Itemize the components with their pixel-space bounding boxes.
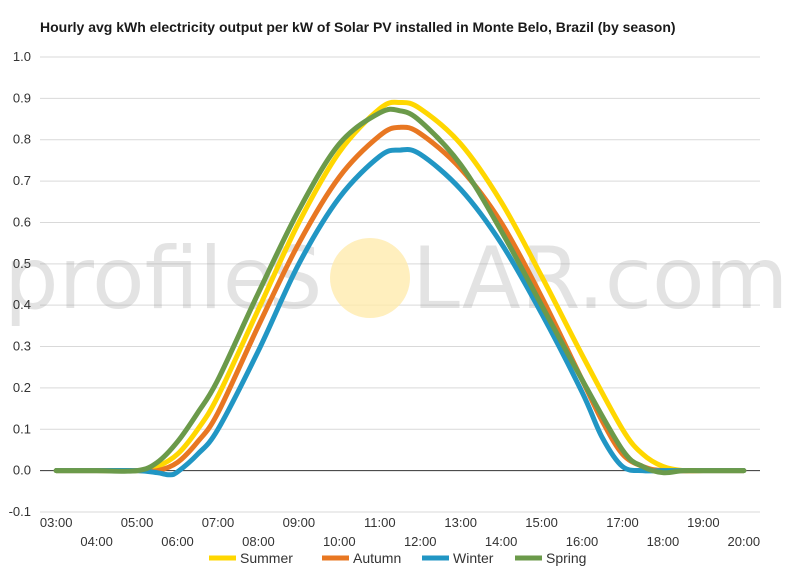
y-tick-label: 0.2 xyxy=(13,380,31,395)
x-tick-label: 12:00 xyxy=(404,534,437,549)
y-tick-label: 0.4 xyxy=(13,297,31,312)
x-tick-label: 05:00 xyxy=(121,515,154,530)
y-tick-label: 0.0 xyxy=(13,463,31,478)
series-line-winter xyxy=(53,146,747,478)
series-line-summer xyxy=(53,99,747,474)
x-tick-label: 13:00 xyxy=(444,515,477,530)
series xyxy=(53,99,747,478)
y-tick-label: 0.1 xyxy=(13,421,31,436)
y-tick-label: 0.6 xyxy=(13,214,31,229)
y-tick-label: 0.5 xyxy=(13,256,31,271)
watermark-text-prefix: profile xyxy=(4,229,276,329)
x-tick-label: 17:00 xyxy=(606,515,639,530)
x-tick-label: 16:00 xyxy=(566,534,599,549)
x-tick-label: 08:00 xyxy=(242,534,275,549)
x-tick-label: 04:00 xyxy=(80,534,113,549)
x-tick-label: 19:00 xyxy=(687,515,720,530)
y-tick-label: 0.3 xyxy=(13,339,31,354)
y-tick-label: 0.8 xyxy=(13,132,31,147)
series-line-spring xyxy=(53,106,747,476)
x-tick-label: 09:00 xyxy=(283,515,316,530)
y-tick-label: -0.1 xyxy=(9,504,31,519)
y-tick-label: 0.9 xyxy=(13,90,31,105)
x-tick-label: 07:00 xyxy=(202,515,235,530)
chart-title: Hourly avg kWh electricity output per kW… xyxy=(40,19,676,35)
y-tick-label: 1.0 xyxy=(13,49,31,64)
watermark-text-suffix: LAR.com xyxy=(412,229,788,329)
legend-label: Autumn xyxy=(353,550,401,566)
x-tick-label: 11:00 xyxy=(364,515,396,530)
legend-label: Spring xyxy=(546,550,586,566)
x-tick-label: 03:00 xyxy=(40,515,73,530)
x-tick-label: 18:00 xyxy=(647,534,680,549)
watermark-sun-icon xyxy=(330,238,410,318)
x-tick-label: 06:00 xyxy=(161,534,194,549)
legend-label: Winter xyxy=(453,550,494,566)
watermark: profile S LAR.com xyxy=(4,229,788,329)
x-tick-label: 14:00 xyxy=(485,534,518,549)
x-tick-label: 10:00 xyxy=(323,534,356,549)
legend-label: Summer xyxy=(240,550,293,566)
x-axis-ticks: 03:00 04:00 05:00 06:00 07:00 08:00 09:00 10:00… xyxy=(40,515,760,549)
y-tick-label: 0.7 xyxy=(13,173,31,188)
y-axis-ticks: 1.0 0.9 0.8 0.7 0.6 0.5 0.4 0.3 0.2 0.1 0.0 -0.1 xyxy=(9,49,31,519)
x-tick-label: 20:00 xyxy=(728,534,761,549)
x-tick-label: 15:00 xyxy=(525,515,558,530)
legend: Summer Autumn Winter Spring xyxy=(209,550,586,566)
